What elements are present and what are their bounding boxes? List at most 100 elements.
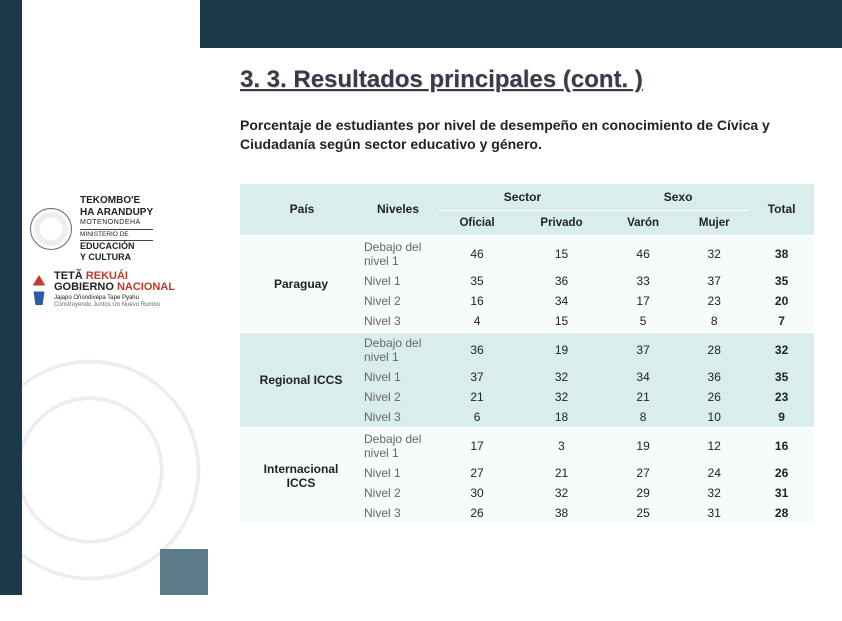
cell-nivel: Nivel 3 [358,503,438,523]
results-table: País Niveles Sector Sexo Total Oficial P… [240,184,814,523]
cell-mujer: 32 [679,236,749,271]
cell-pais: Regional ICCS [240,332,358,428]
cell-pais: Internacional ICCS [240,428,358,523]
cell-mujer: 24 [679,463,749,483]
header-varon: Varón [607,210,679,236]
flame-icon [30,275,48,305]
page-subtitle: Porcentaje de estudiantes por nivel de d… [240,116,814,154]
cell-privado: 32 [516,367,607,387]
cell-total: 23 [749,387,814,407]
government-text: TETÃ REKUÁI GOBIERNO NACIONAL Jajapo Oño… [54,271,175,309]
cell-privado: 38 [516,503,607,523]
national-seal-icon [30,208,72,250]
table-row: Internacional ICCSDebajo delnivel 117319… [240,428,814,463]
cell-total: 9 [749,407,814,428]
cell-total: 31 [749,483,814,503]
cell-varon: 33 [607,271,679,291]
gov-line-2: GOBIERNO NACIONAL [54,282,175,293]
ministry-label: MINISTERIO DE [80,229,153,241]
cell-total: 20 [749,291,814,311]
cell-total: 16 [749,428,814,463]
cell-oficial: 46 [438,236,516,271]
header-sector: Sector [438,184,607,211]
cell-privado: 36 [516,271,607,291]
cell-varon: 34 [607,367,679,387]
header-total: Total [749,184,814,236]
cell-oficial: 35 [438,271,516,291]
cell-mujer: 26 [679,387,749,407]
logo-line-2: HA ARANDUPY [80,207,153,219]
cell-varon: 5 [607,311,679,332]
cell-nivel: Debajo delnivel 1 [358,428,438,463]
logo-line-3: MOTENONDEHA [80,219,153,227]
cell-nivel: Nivel 3 [358,407,438,428]
cell-total: 35 [749,367,814,387]
cell-mujer: 8 [679,311,749,332]
cell-nivel: Nivel 2 [358,291,438,311]
cell-privado: 32 [516,483,607,503]
ministry-name-2: Y CULTURA [80,252,153,263]
cell-varon: 17 [607,291,679,311]
cell-varon: 19 [607,428,679,463]
cell-oficial: 26 [438,503,516,523]
cell-varon: 8 [607,407,679,428]
cell-nivel: Nivel 1 [358,463,438,483]
cell-nivel: Nivel 2 [358,483,438,503]
logo-line-1: TEKOMBO'E [80,195,153,207]
gov-tag-1: Jajapo Oñondivepa Tape Pyahu [54,295,175,302]
ministry-logo-block: TEKOMBO'E HA ARANDUPY MOTENONDEHA MINIST… [30,195,190,263]
cell-total: 35 [749,271,814,291]
cell-total: 28 [749,503,814,523]
cell-privado: 15 [516,311,607,332]
cell-mujer: 28 [679,332,749,367]
gov-tag-2: Construyendo Juntos Un Nuevo Rumbo [54,302,175,309]
cell-oficial: 36 [438,332,516,367]
header-sexo: Sexo [607,184,749,211]
cell-oficial: 6 [438,407,516,428]
cell-oficial: 4 [438,311,516,332]
cell-mujer: 31 [679,503,749,523]
cell-oficial: 21 [438,387,516,407]
cell-mujer: 36 [679,367,749,387]
sidebar-logos: TEKOMBO'E HA ARANDUPY MOTENONDEHA MINIST… [30,195,190,309]
cell-total: 7 [749,311,814,332]
bottom-accent-block [160,549,208,595]
ministry-name-1: EDUCACIÓN [80,241,153,252]
cell-varon: 27 [607,463,679,483]
cell-privado: 3 [516,428,607,463]
header-oficial: Oficial [438,210,516,236]
cell-oficial: 17 [438,428,516,463]
cell-privado: 34 [516,291,607,311]
cell-varon: 25 [607,503,679,523]
cell-nivel: Nivel 2 [358,387,438,407]
nacional-text: NACIONAL [117,281,175,293]
cell-varon: 37 [607,332,679,367]
cell-privado: 32 [516,387,607,407]
cell-varon: 29 [607,483,679,503]
table-row: Regional ICCSDebajo delnivel 13619372832 [240,332,814,367]
cell-total: 32 [749,332,814,367]
cell-privado: 19 [516,332,607,367]
cell-nivel: Nivel 3 [358,311,438,332]
ministry-text: TEKOMBO'E HA ARANDUPY MOTENONDEHA MINIST… [80,195,153,263]
cell-total: 38 [749,236,814,271]
gobierno-text: GOBIERNO [54,281,114,293]
table-row: ParaguayDebajo delnivel 14615463238 [240,236,814,271]
cell-pais: Paraguay [240,236,358,332]
table-header-row-1: País Niveles Sector Sexo Total [240,184,814,211]
header-mujer: Mujer [679,210,749,236]
header-privado: Privado [516,210,607,236]
cell-mujer: 10 [679,407,749,428]
cell-privado: 21 [516,463,607,483]
cell-mujer: 32 [679,483,749,503]
header-pais: País [240,184,358,236]
cell-oficial: 37 [438,367,516,387]
sidebar: TEKOMBO'E HA ARANDUPY MOTENONDEHA MINIST… [0,0,200,595]
cell-oficial: 30 [438,483,516,503]
cell-nivel: Nivel 1 [358,271,438,291]
cell-nivel: Debajo delnivel 1 [358,332,438,367]
cell-mujer: 12 [679,428,749,463]
cell-privado: 15 [516,236,607,271]
cell-nivel: Nivel 1 [358,367,438,387]
cell-nivel: Debajo delnivel 1 [358,236,438,271]
